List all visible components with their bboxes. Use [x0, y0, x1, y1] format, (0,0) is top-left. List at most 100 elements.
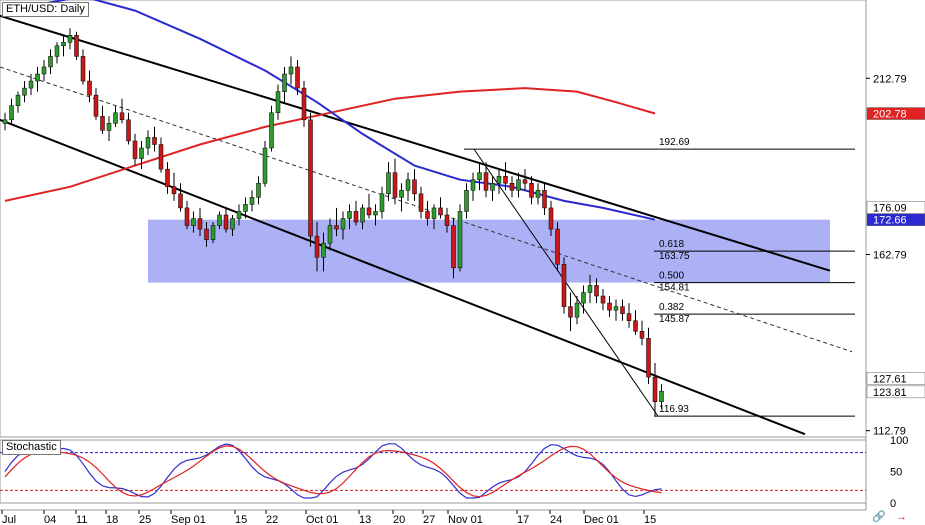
candle-body — [542, 190, 547, 209]
candle-body — [438, 207, 443, 216]
candle-body — [204, 228, 209, 240]
channel-midline — [0, 66, 853, 353]
price-badge-label: 202.78 — [873, 109, 907, 121]
candle-body — [308, 119, 313, 237]
candle-body — [392, 172, 398, 198]
candle-body — [54, 45, 60, 57]
candle-body — [178, 193, 183, 209]
price-badge — [866, 107, 925, 120]
candle-body — [366, 207, 372, 216]
candle-body — [35, 73, 40, 82]
candle-body — [80, 56, 86, 82]
candle-body — [626, 313, 632, 321]
candle-body — [379, 193, 385, 212]
x-tick-label: 15 — [644, 514, 656, 525]
candle-body — [165, 168, 170, 188]
candle-body — [431, 207, 437, 219]
candle-body — [509, 183, 515, 191]
candle-body — [145, 137, 151, 149]
ma-fast-line — [4, 0, 656, 221]
x-tick-label: 13 — [359, 514, 371, 525]
x-tick-label: Dec 01 — [584, 514, 619, 525]
candle-body — [100, 116, 105, 131]
candle-body — [451, 225, 456, 269]
candle-body — [269, 112, 274, 149]
candle-body — [373, 211, 378, 216]
x-tick-label: Nov 01 — [448, 514, 483, 525]
candle-body — [340, 218, 346, 230]
candle-body — [594, 285, 599, 297]
candle-body — [113, 112, 118, 124]
x-tick-label: 25 — [139, 514, 151, 525]
candle-body — [191, 218, 196, 226]
candle-body — [646, 338, 651, 378]
fib-ratio-label: 0.500 — [659, 271, 684, 282]
candle-body — [399, 190, 404, 198]
candle-body — [87, 80, 92, 96]
x-tick-label: 17 — [517, 514, 529, 525]
ma-slow-line — [4, 87, 656, 202]
candle-body — [334, 225, 339, 230]
x-tick-label: 15 — [235, 514, 247, 525]
price-badge-label: 127.61 — [873, 373, 907, 385]
candle-body — [412, 179, 417, 195]
candle-body — [93, 94, 99, 117]
candle-body — [28, 80, 34, 89]
candle-body — [659, 390, 664, 403]
candle-body — [613, 306, 619, 311]
stoch-level-label: 100 — [890, 435, 908, 447]
x-tick-label: 11 — [76, 514, 87, 525]
fib-price-label: 154.81 — [659, 283, 690, 294]
candle-body — [581, 292, 586, 304]
candle-body — [353, 211, 359, 223]
candle-body — [243, 204, 248, 212]
link-icon[interactable]: 🔗 — [872, 511, 886, 523]
channel-upper-line — [0, 14, 831, 272]
candle-body — [529, 183, 534, 198]
candle-body — [444, 214, 450, 226]
candle-body — [314, 235, 320, 258]
price-badge — [866, 372, 925, 385]
price-badge-label: 176.09 — [873, 203, 907, 215]
fib-price-label: 116.93 — [659, 404, 689, 415]
candle-body — [158, 144, 164, 170]
arrow-icon[interactable]: → — [896, 511, 907, 523]
candle-body — [522, 179, 528, 184]
candle-body — [587, 285, 593, 293]
candle-body — [470, 179, 476, 191]
stoch-k-line — [4, 443, 662, 499]
candle-body — [256, 183, 261, 198]
candle-body — [555, 228, 560, 265]
candle-body — [139, 147, 144, 159]
candle-body — [236, 211, 242, 219]
candle-body — [301, 87, 307, 121]
candle-body — [360, 207, 365, 223]
candle-body — [386, 172, 391, 195]
candle-body — [477, 172, 482, 180]
candle-body — [74, 34, 79, 57]
y-tick-label: 112.79 — [873, 426, 906, 438]
candle-body — [327, 225, 333, 244]
candle-body — [425, 211, 430, 219]
x-tick-label: Sep 01 — [171, 514, 206, 525]
candle-body — [282, 73, 287, 92]
candle-body — [41, 66, 47, 75]
fib-ratio-label: 0.382 — [659, 302, 684, 313]
stoch-level-label: 0 — [890, 498, 896, 510]
candle-body — [48, 56, 53, 68]
candle-body — [171, 186, 177, 195]
candle-body — [262, 147, 268, 184]
channel-lower-line — [0, 118, 806, 436]
candle-body — [15, 94, 21, 106]
candle-body — [132, 140, 138, 159]
candle-body — [574, 302, 580, 318]
price-badge — [866, 213, 925, 226]
chart-title: ETH/USD: Daily — [2, 2, 89, 17]
candle-body — [106, 123, 112, 131]
candle-body — [483, 172, 489, 191]
candle-body — [295, 66, 300, 89]
candle-body — [639, 331, 645, 339]
candle-body — [503, 175, 508, 184]
candle-body — [217, 214, 222, 226]
fib-price-label: 163.75 — [659, 251, 690, 262]
